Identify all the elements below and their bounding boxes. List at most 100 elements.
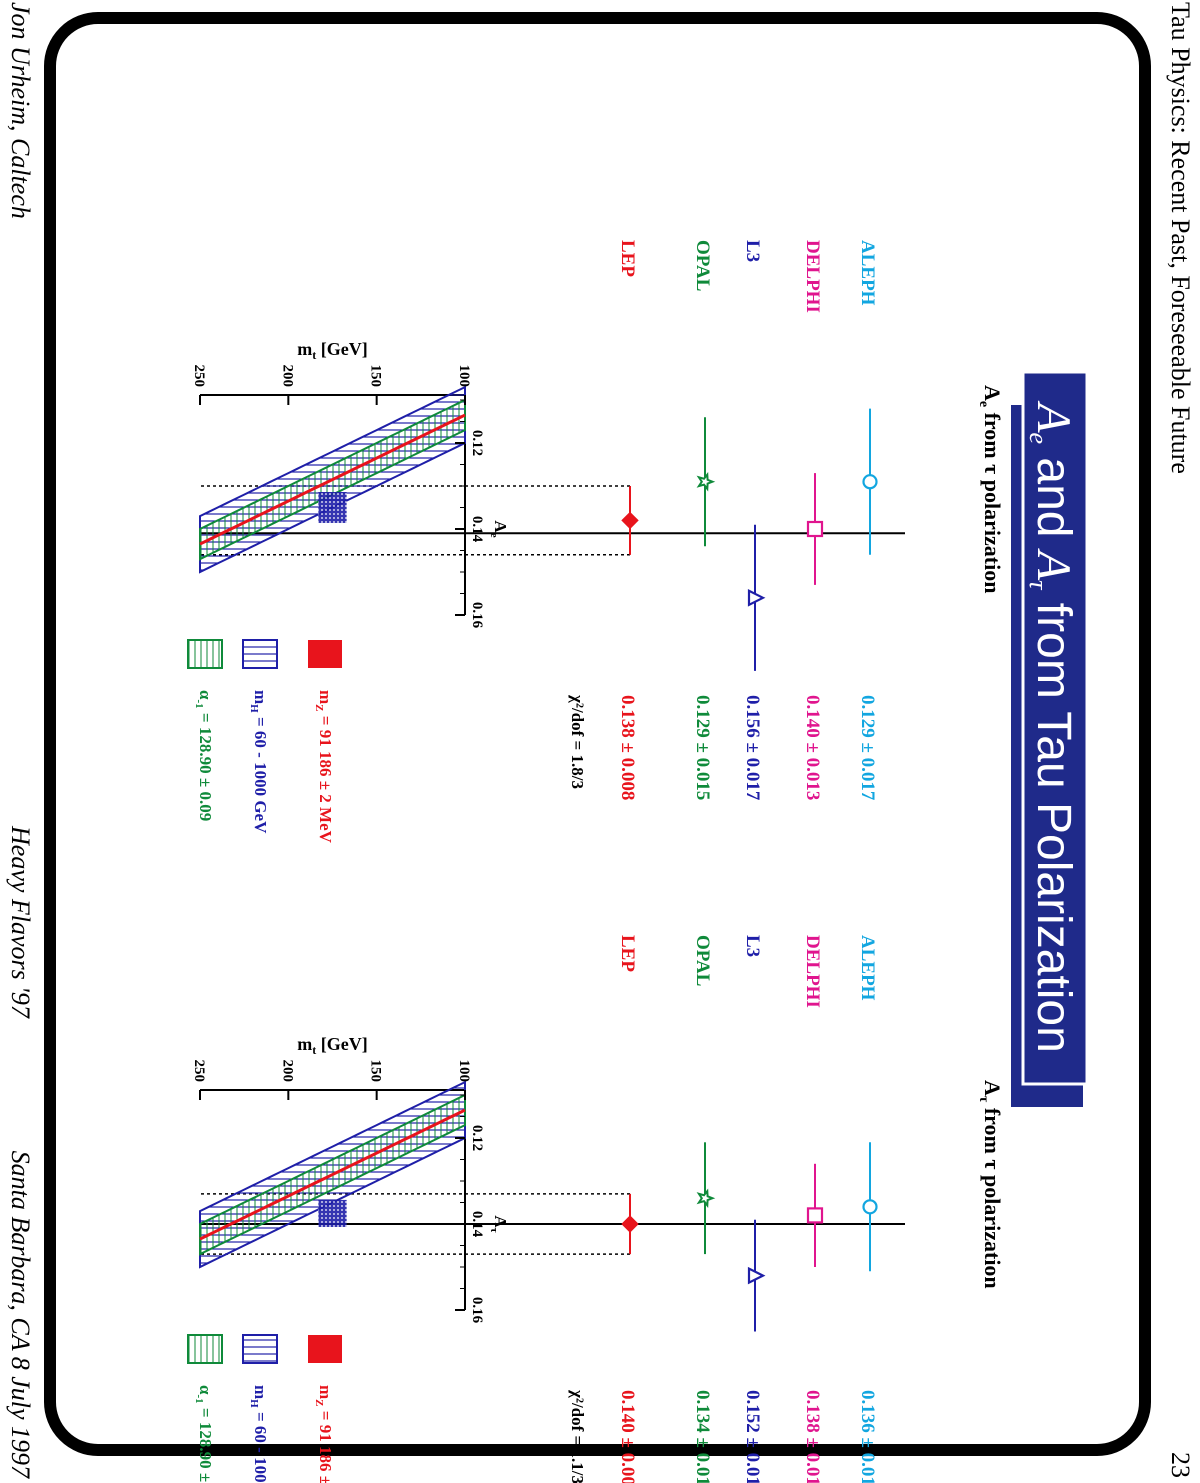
legend-label-main: m [316,690,335,704]
value-label-delphi: 0.138 ± 0.012 [802,1390,823,1483]
legend-label-rest: = 91 186 ± 2 MeV [316,1407,335,1483]
legend-label-main: m [316,1385,335,1399]
legend-swatch-higgs [242,1334,278,1364]
overlap-region [318,1199,347,1227]
legend-swatch-mz [308,640,342,668]
panel-title-sub: τ [976,1096,991,1103]
title-sub1: e [1024,433,1053,445]
legend-label-rest: = 60 - 1000 GeV [251,713,270,834]
footer-author: Jon Urheim, Caltech [6,2,35,219]
value-label-l3: 0.156 ± 0.017 [742,695,763,801]
y-tick-label-3: 250 [191,365,207,388]
x-tick-label-0: 0.12 [469,430,485,456]
x-tick-label-0: 0.12 [469,1125,485,1151]
y-tick-label-2: 200 [279,1060,295,1083]
legend-label-0: mZ = 91 186 ± 2 MeV [313,690,335,844]
experiment-label-opal: OPAL [692,935,713,986]
marker-delphi [806,520,824,538]
title-and: and [1027,444,1080,551]
legend-label-main: m [251,690,270,704]
experiment-label-l3: L3 [742,240,763,262]
legend-label-sub: H [248,704,260,713]
experiment-label-delphi: DELPHI [802,240,823,313]
x-axis-label-sub: e [488,533,500,538]
legend-label-rest: = 128.90 ± 0.09 [196,709,215,822]
slide-title: Ae and Aτ from Tau Polarization [1011,370,1089,1107]
y-axis-label-sub: t [312,348,316,362]
legend-label-sub: Z [313,1399,325,1406]
chi2-label: χ²/dof = 1.8/3 [568,694,587,789]
legend-label-1: mH = 60 - 1000 GeV [248,1385,270,1483]
legend-label-sub: Z [313,704,325,711]
title-text: Ae and Aτ from Tau Polarization [1024,400,1080,1053]
page-number: 23 [1166,1452,1195,1478]
y-axis-label-sub: t [312,1043,316,1057]
title-rest: from Tau Polarization [1027,589,1080,1052]
panel-title-sub: e [976,401,991,407]
experiment-label-lep: LEP [617,935,638,972]
legend-label-sub: -1 [193,700,205,709]
legend-swatch-higgs [242,639,278,669]
y-axis-label-m: m [297,1034,312,1054]
y-axis-label: mt [GeV] [297,339,367,362]
x-tick-label-1: 0.14 [469,516,485,543]
marker-aleph [862,1199,878,1215]
footer-conference: Heavy Flavors '97 [6,825,35,1019]
legend-swatch-alpha [187,1334,223,1364]
panel-title-a: A [980,385,1005,401]
legend-label-main: α [196,1385,215,1395]
band-mz [199,1108,466,1241]
experiment-label-delphi: DELPHI [802,935,823,1008]
y-axis-label: mt [GeV] [297,1034,367,1057]
footer-location-date: Santa Barbara, CA 8 July 1997 [6,1151,35,1479]
marker-opal [696,471,716,492]
x-tick-label-2: 0.16 [469,602,485,629]
overlap-region [318,492,347,523]
marker-opal [696,1188,716,1208]
experiment-label-opal: OPAL [692,240,713,291]
legend-swatch-alpha [187,639,223,669]
legend-label-main: m [251,1385,270,1399]
panel-title-a: A [980,1080,1005,1096]
legend-label-2: α-1 = 128.90 ± 0.09 [193,690,215,821]
experiment-label-l3: L3 [742,935,763,957]
experiment-label-aleph: ALEPH [857,935,878,1001]
title-a2: A [1027,548,1080,581]
experiment-label-lep: LEP [617,240,638,277]
y-axis-label-rest: [GeV] [316,1034,367,1054]
legend-label-rest: = 128.90 ± 0.09 [196,1404,215,1483]
x-axis-label: Aτ [488,1215,510,1232]
x-tick-label-1: 0.14 [469,1211,485,1238]
y-axis-label-m: m [297,339,312,359]
chi2-label: χ²/dof = 1.1/3 [568,1389,587,1483]
value-label-delphi: 0.140 ± 0.013 [802,695,823,800]
y-tick-label-1: 150 [368,365,384,388]
value-label-aleph: 0.129 ± 0.017 [857,695,878,801]
panel-title-rest: from τ polarization [980,407,1005,593]
value-label-opal: 0.134 ± 0.013 [692,1390,713,1483]
x-tick-label-2: 0.16 [469,1297,485,1324]
marker-delphi [806,1207,824,1224]
panel-title: Aτ from τ polarization [976,1080,1005,1289]
legend-label-sub: H [248,1399,260,1408]
x-axis-label-a: A [491,1215,510,1228]
marker-aleph [862,474,878,490]
y-axis-label-rest: [GeV] [316,339,367,359]
band-mz [199,413,466,546]
value-label-lep: 0.138 ± 0.008 [617,695,638,800]
experiment-label-aleph: ALEPH [857,240,878,306]
title-a1: A [1027,400,1080,433]
value-label-aleph: 0.136 ± 0.015 [857,1390,878,1483]
x-axis-label-sub: τ [488,1228,500,1233]
y-tick-label-2: 200 [279,365,295,388]
y-tick-label-0: 100 [456,1060,472,1083]
header-title: Tau Physics: Recent Past, Foreseeable Fu… [1166,2,1195,474]
x-axis-label-a: A [491,520,510,533]
y-tick-label-3: 250 [191,1060,207,1083]
value-label-opal: 0.129 ± 0.015 [692,695,713,800]
legend-label-1: mH = 60 - 1000 GeV [248,690,270,834]
x-axis-label: Ae [488,520,510,537]
